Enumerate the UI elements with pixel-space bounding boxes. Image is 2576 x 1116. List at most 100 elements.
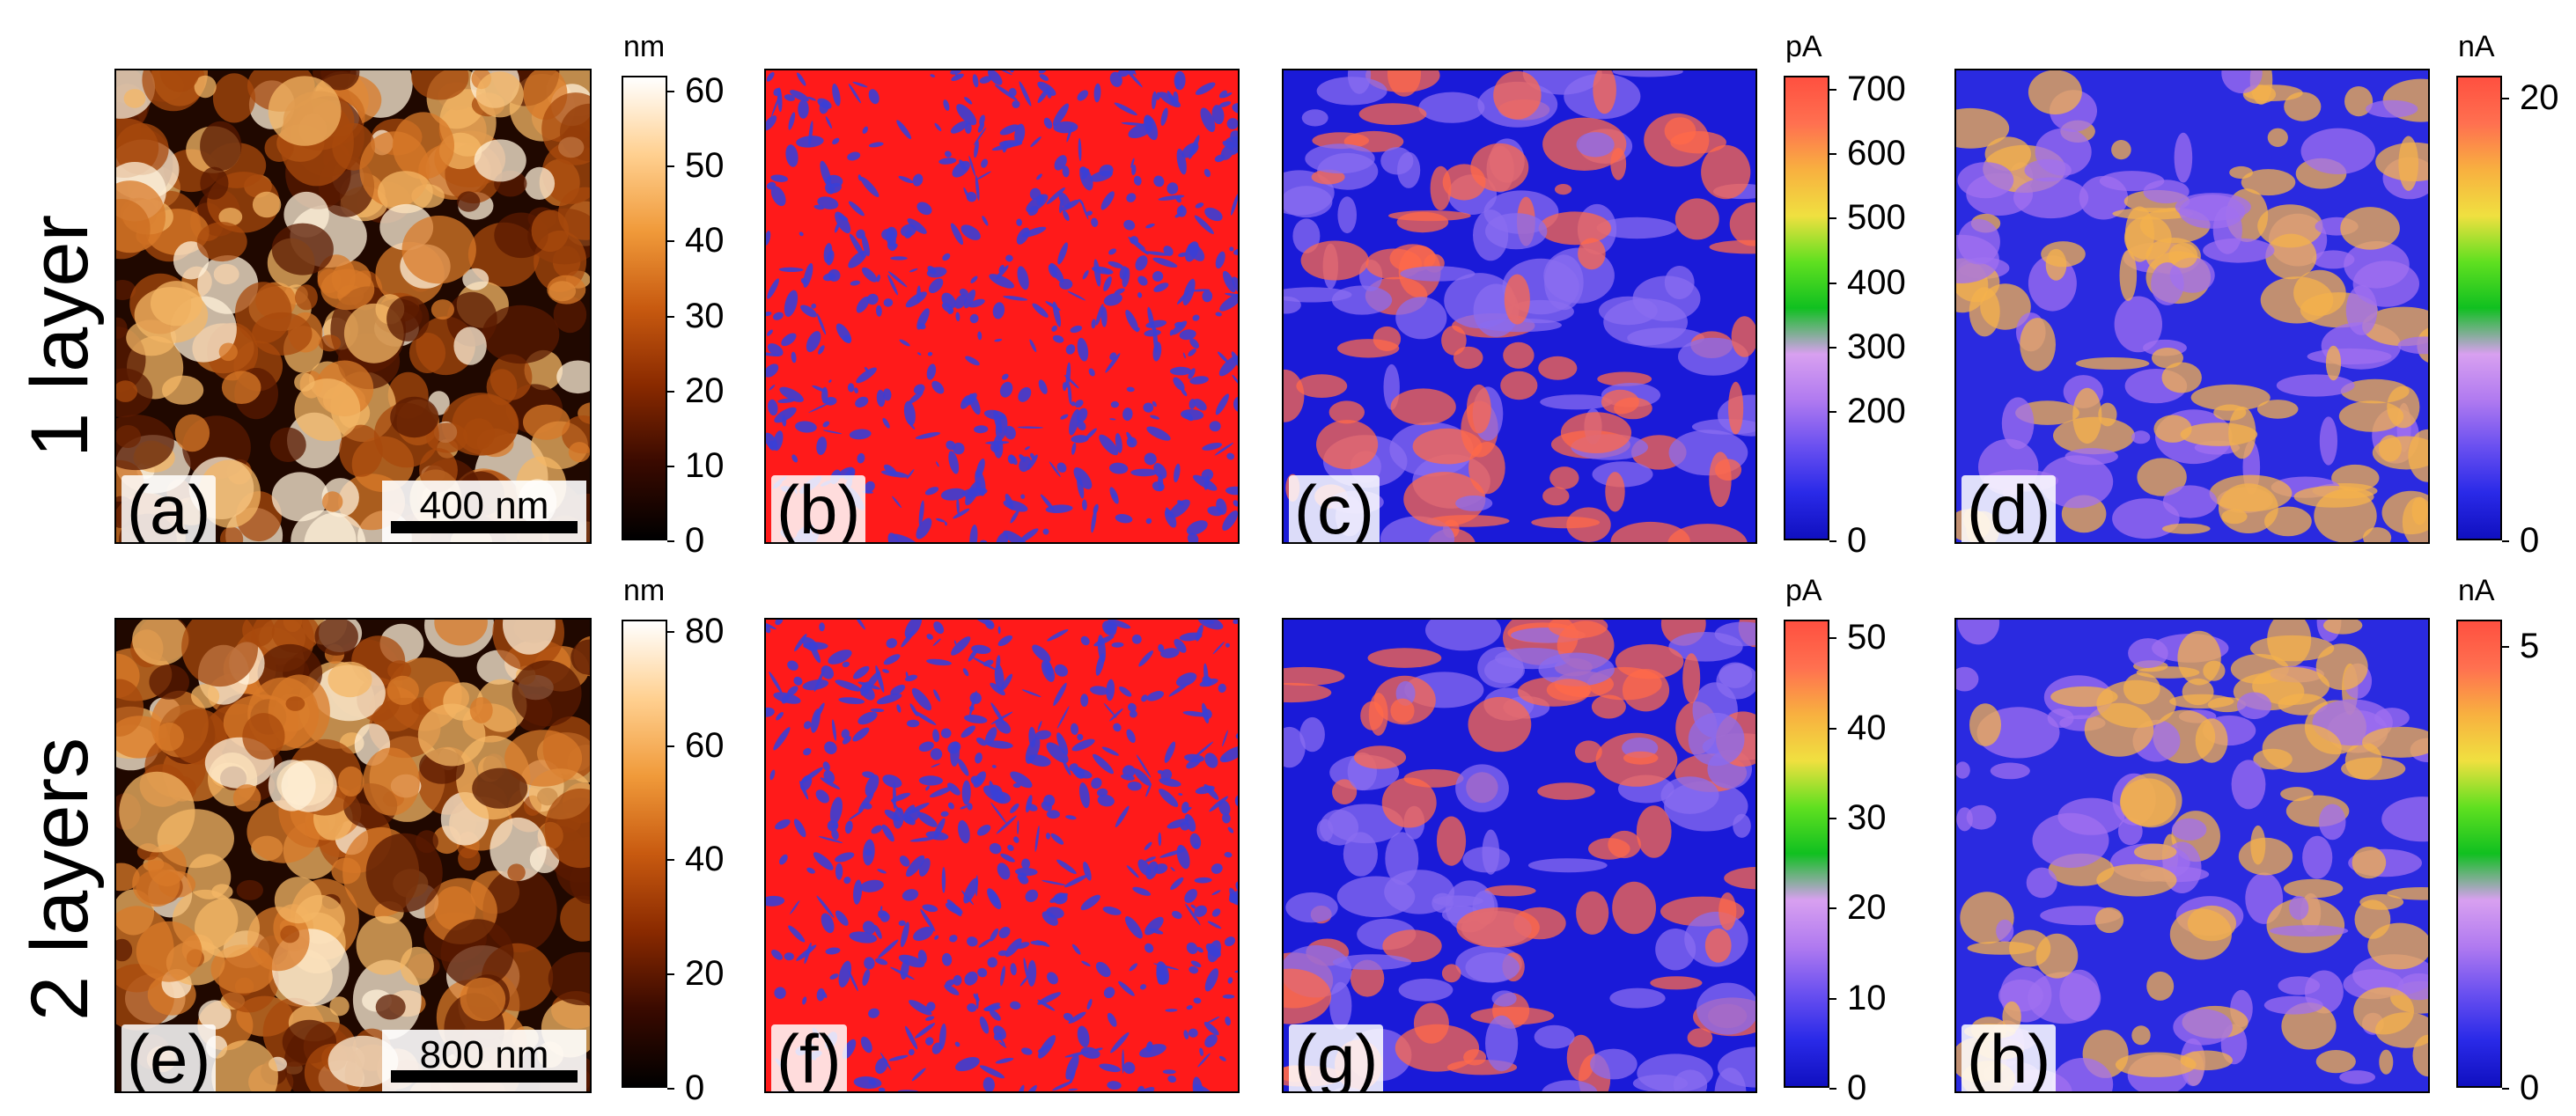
colorbar-tick-mark	[667, 240, 674, 243]
colorbar-tick-label: 80	[685, 611, 725, 650]
colorbar-tick-mark	[667, 465, 674, 467]
colorbar-tick-mark	[667, 165, 674, 168]
colorbar-tick-label: 300	[1847, 327, 1906, 366]
topography-map-a	[116, 70, 590, 542]
colorbar-unit: nm	[623, 30, 666, 63]
colorbar-tick-mark	[1829, 818, 1836, 820]
colorbar-tick-mark	[1829, 88, 1836, 91]
colorbar-tick-label: 50	[1847, 618, 1887, 657]
colorbar-unit: nA	[2458, 30, 2495, 63]
colorbar-tick-label: 0	[2520, 1068, 2540, 1107]
colorbar-tick-label: 700	[1847, 69, 1906, 108]
current-map-g	[1284, 620, 1755, 1091]
colorbar-tick-label: 40	[1847, 708, 1887, 747]
current-map-h	[1956, 620, 2428, 1091]
panel-e-topography: (e) 800 nm	[114, 618, 592, 1093]
colorbar-tick-mark	[1829, 411, 1836, 414]
colorbar-tick-mark	[667, 315, 674, 318]
scale-bar-line	[391, 1070, 578, 1083]
colorbar-gradient	[622, 620, 667, 1088]
panel-label: (b)	[771, 475, 866, 542]
panel-label: (h)	[1961, 1024, 2057, 1091]
scale-bar-line	[391, 521, 578, 533]
panel-label: (g)	[1289, 1024, 1384, 1091]
colorbar-tick-label: 0	[1847, 521, 1867, 560]
colorbar-tick-label: 200	[1847, 392, 1906, 431]
colorbar-tick-mark	[1829, 282, 1836, 284]
colorbar-tick-mark	[667, 630, 674, 633]
colorbar-tick-mark	[2502, 1088, 2509, 1090]
colorbar-tick-mark	[1829, 217, 1836, 220]
colorbar-tick-label: 30	[1847, 798, 1887, 838]
colorbar-tick-label: 0	[1847, 1068, 1867, 1107]
binary-map-f	[766, 620, 1238, 1091]
colorbar-tick-label: 20	[685, 954, 725, 994]
colorbar-tick-label: 10	[1847, 978, 1887, 1017]
panel-h-current-map: (h)	[1954, 618, 2430, 1093]
colorbar-tick-mark	[1829, 907, 1836, 910]
colorbar-tick-mark	[667, 540, 674, 542]
colorbar-gradient	[622, 76, 667, 540]
current-map-d	[1956, 70, 2428, 542]
colorbar-gradient	[2456, 620, 2502, 1088]
colorbar-unit: nA	[2458, 574, 2495, 607]
binary-map-b	[766, 70, 1238, 542]
colorbar-tick-mark	[1829, 347, 1836, 349]
colorbar-gradient	[2456, 76, 2502, 540]
colorbar-tick-label: 50	[685, 146, 725, 186]
colorbar-tick-label: 5	[2520, 627, 2540, 666]
row-label-2-layers: 2 layers	[15, 737, 105, 1021]
colorbar-tick-mark	[1829, 153, 1836, 155]
colorbar-tick-mark	[1829, 540, 1836, 542]
colorbar-tick-mark	[1829, 1088, 1836, 1090]
scale-bar: 800 nm	[382, 1030, 586, 1091]
scale-bar: 400 nm	[382, 481, 586, 542]
panel-label: (c)	[1289, 475, 1380, 542]
colorbar-tick-mark	[667, 390, 674, 393]
colorbar-tick-mark	[667, 1088, 674, 1090]
colorbar-unit: pA	[1785, 30, 1822, 63]
panel-label: (e)	[121, 1024, 217, 1091]
panel-label: (f)	[771, 1024, 847, 1091]
current-map-c	[1284, 70, 1755, 542]
colorbar-tick-mark	[2502, 646, 2509, 649]
scale-bar-label: 800 nm	[419, 1033, 549, 1076]
panel-g-current-map: (g)	[1282, 618, 1757, 1093]
colorbar-tick-label: 0	[2520, 521, 2540, 560]
topography-map-e	[116, 620, 590, 1091]
colorbar-gradient	[1784, 76, 1829, 540]
colorbar-tick-mark	[667, 973, 674, 976]
colorbar-tick-mark	[1829, 637, 1836, 640]
colorbar-tick-label: 600	[1847, 134, 1906, 173]
colorbar-tick-label: 40	[685, 840, 725, 879]
colorbar-tick-mark	[667, 745, 674, 747]
panel-f-binary-map: (f)	[764, 618, 1240, 1093]
colorbar-tick-mark	[1829, 727, 1836, 730]
colorbar-tick-mark	[2502, 540, 2509, 542]
colorbar-tick-label: 0	[685, 1068, 705, 1107]
colorbar-tick-mark	[2502, 98, 2509, 100]
colorbar-unit: nm	[623, 574, 666, 607]
row-label-1-layer: 1 layer	[15, 214, 105, 458]
colorbar-tick-label: 20	[1847, 888, 1887, 928]
panel-a-topography: (a) 400 nm	[114, 69, 592, 544]
panel-b-binary-map: (b)	[764, 69, 1240, 544]
colorbar-tick-label: 10	[685, 445, 725, 485]
colorbar-tick-label: 0	[685, 521, 705, 560]
panel-label: (d)	[1961, 475, 2057, 542]
colorbar-tick-label: 60	[685, 725, 725, 765]
colorbar-tick-mark	[667, 859, 674, 862]
panel-c-current-map: (c)	[1282, 69, 1757, 544]
colorbar-tick-label: 20	[2520, 78, 2559, 118]
colorbar-tick-label: 500	[1847, 198, 1906, 238]
colorbar-gradient	[1784, 620, 1829, 1088]
colorbar-tick-mark	[667, 91, 674, 93]
panel-label: (a)	[121, 475, 217, 542]
colorbar-tick-label: 400	[1847, 262, 1906, 302]
panel-d-current-map: (d)	[1954, 69, 2430, 544]
colorbar-tick-label: 30	[685, 296, 725, 335]
colorbar-unit: pA	[1785, 574, 1822, 607]
colorbar-tick-mark	[1829, 997, 1836, 1000]
colorbar-tick-label: 60	[685, 71, 725, 111]
colorbar-tick-label: 40	[685, 221, 725, 261]
